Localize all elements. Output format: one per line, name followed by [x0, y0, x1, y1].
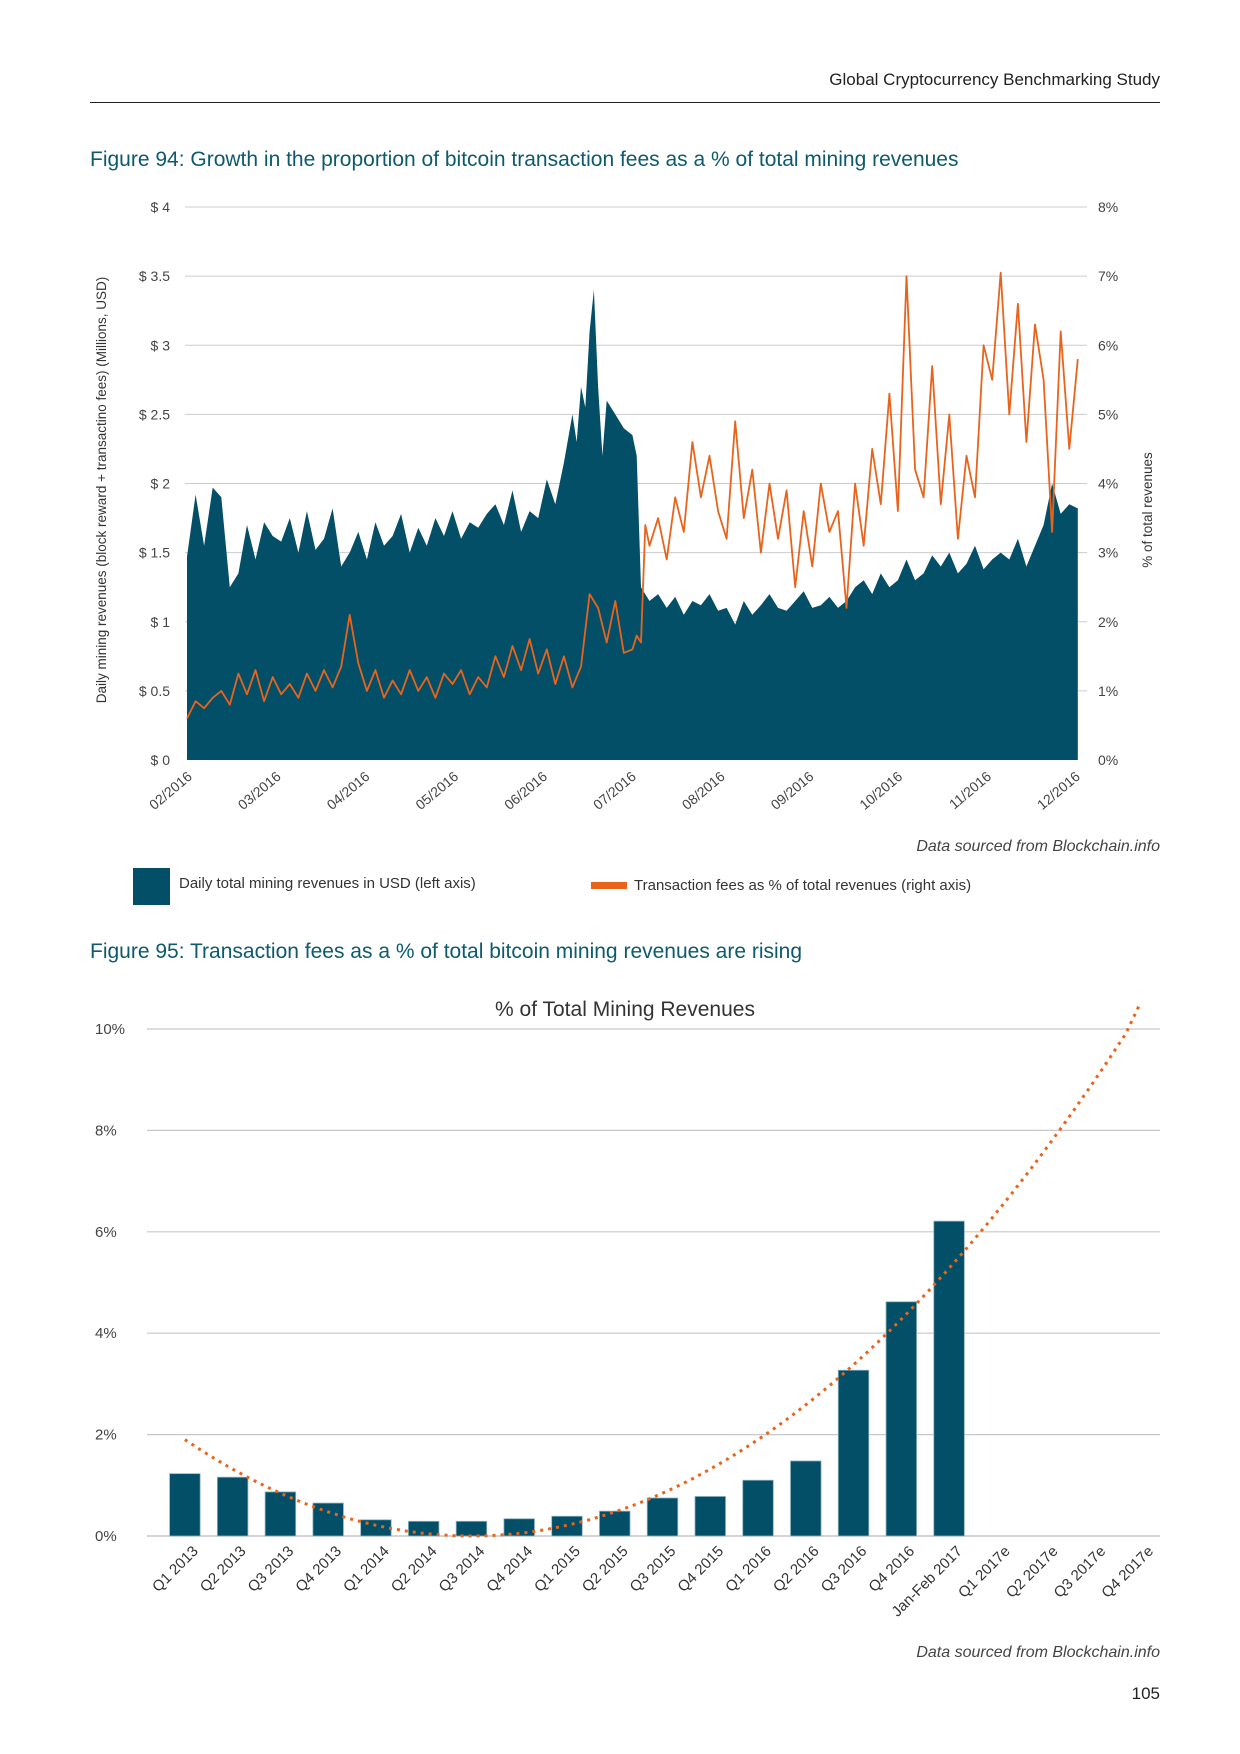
page-number: 105: [1131, 1684, 1160, 1703]
bar: [360, 1519, 392, 1537]
left-tick-label: $ 4: [151, 199, 171, 215]
bar: [646, 1497, 679, 1537]
x-tick-label: Q4 2013: [292, 1543, 345, 1596]
chart-title: % of Total Mining Revenues: [495, 998, 755, 1021]
y-tick-label: 0%: [95, 1528, 117, 1545]
revenue-area-series: [187, 289, 1078, 760]
x-tick-label: Q2 2013: [197, 1543, 250, 1596]
left-axis-label: Daily mining revenues (block reward + tr…: [94, 277, 109, 704]
left-tick-label: $ 0: [151, 752, 171, 768]
left-tick-label: $ 0.5: [139, 683, 170, 699]
bars: [169, 1220, 965, 1537]
legend-swatch-revenue: [133, 868, 170, 905]
figure-95-chart: % of Total Mining Revenues 0% 2% 4% 6% 8% 10%…: [95, 998, 1160, 1620]
trendline: [184, 1002, 1142, 1538]
left-tick-label: $ 2.5: [139, 406, 170, 422]
right-tick-label: 8%: [1098, 199, 1118, 215]
right-tick-label: 2%: [1098, 614, 1118, 630]
x-tick-label: 03/2016: [235, 768, 284, 813]
right-tick-label: 6%: [1098, 337, 1118, 353]
x-tick-label: 05/2016: [412, 768, 461, 813]
figure-95-title: Figure 95: Transaction fees as a % of to…: [90, 940, 803, 963]
fees-line-series: [186, 271, 1079, 719]
x-tick-label: Q1 2015: [531, 1543, 584, 1596]
y-tick-label: 6%: [95, 1224, 117, 1241]
figure-94-title: Figure 94: Growth in the proportion of b…: [90, 148, 959, 171]
y-tick-label: 4%: [95, 1325, 117, 1342]
x-tick-label: Q1 2014: [340, 1543, 393, 1596]
x-tick-label: 06/2016: [501, 768, 550, 813]
x-tick-label: Q4 2014: [483, 1543, 536, 1596]
right-tick-label: 5%: [1098, 406, 1118, 422]
figure-94-chart: $ 0 $ 0.5 $ 1 $ 1.5 $ 2 $ 2.5 $ 3 $ 3.5 $ 4 0% 1%…: [94, 199, 1155, 813]
x-tick-label: 04/2016: [323, 768, 372, 813]
left-tick-label: $ 3: [151, 337, 171, 353]
figure-95-source: Data sourced from Blockchain.info: [916, 1644, 1160, 1661]
bar: [216, 1476, 249, 1537]
x-tick-label: 02/2016: [146, 768, 195, 813]
bar: [694, 1496, 726, 1537]
bar: [933, 1220, 965, 1537]
x-axis-ticks: 02/2016 03/2016 04/2016 05/2016 06/2016 07/20…: [146, 768, 1083, 813]
right-tick-label: 7%: [1098, 268, 1118, 284]
y-tick-label: 8%: [95, 1122, 117, 1139]
left-tick-label: $ 2: [151, 476, 171, 492]
bar: [742, 1479, 774, 1537]
bar: [455, 1520, 488, 1537]
y-tick-label: 2%: [95, 1427, 117, 1444]
x-tick-label: Q3 2013: [245, 1543, 298, 1596]
x-tick-label: Q3 2015: [627, 1543, 680, 1596]
x-tick-label: Q2 2015: [579, 1543, 632, 1596]
x-tick-label: 07/2016: [590, 768, 639, 813]
header-divider: [90, 102, 1160, 103]
x-tick-label: 08/2016: [679, 768, 728, 813]
legend-swatch-fees: [591, 882, 627, 889]
bar: [837, 1369, 870, 1537]
x-tick-label: 10/2016: [856, 768, 905, 813]
right-tick-label: 1%: [1098, 683, 1118, 699]
document-header-title: Global Cryptocurrency Benchmarking Study: [829, 70, 1160, 89]
right-tick-label: 0%: [1098, 752, 1118, 768]
x-tick-label: 11/2016: [946, 768, 994, 812]
bar: [312, 1502, 344, 1537]
x-tick-label: Q1 2013: [149, 1543, 202, 1596]
legend-label-revenue: Daily total mining revenues in USD (left…: [179, 875, 476, 892]
right-tick-label: 3%: [1098, 545, 1118, 561]
left-tick-label: $ 1.5: [139, 545, 170, 561]
left-axis-ticks: $ 0 $ 0.5 $ 1 $ 1.5 $ 2 $ 2.5 $ 3 $ 3.5 $ 4: [139, 199, 170, 768]
right-axis-ticks: 0% 1% 2% 3% 4% 5% 6% 7% 8%: [1098, 199, 1118, 768]
x-tick-label: Q2 2016: [770, 1543, 823, 1596]
left-tick-label: $ 1: [151, 614, 171, 630]
x-tick-label: 12/2016: [1034, 768, 1083, 813]
bar: [885, 1301, 917, 1537]
y-tick-label: 10%: [95, 1021, 125, 1038]
right-axis-label: % of total revenues: [1140, 452, 1155, 568]
bar: [551, 1515, 583, 1537]
x-tick-label: 09/2016: [767, 768, 816, 813]
figure-94-source: Data sourced from Blockchain.info: [916, 838, 1160, 855]
x-tick-label: Q2 2014: [388, 1543, 441, 1596]
legend-label-fees: Transaction fees as % of total revenues …: [634, 877, 972, 894]
grid-lines: [147, 1028, 1160, 1537]
y-axis-ticks: 0% 2% 4% 6% 8% 10%: [95, 1021, 125, 1545]
x-tick-label: Q3 2016: [818, 1543, 871, 1596]
right-tick-label: 4%: [1098, 476, 1118, 492]
bar: [790, 1460, 822, 1537]
x-tick-label: Q4 2015: [674, 1543, 727, 1596]
x-tick-label: Q4 2017e: [1098, 1543, 1157, 1602]
x-tick-label: Q1 2016: [722, 1543, 775, 1596]
x-tick-label: Q3 2014: [436, 1543, 489, 1596]
left-tick-label: $ 3.5: [139, 268, 170, 284]
bar: [169, 1473, 201, 1537]
bar: [408, 1520, 440, 1537]
bar: [264, 1491, 297, 1537]
